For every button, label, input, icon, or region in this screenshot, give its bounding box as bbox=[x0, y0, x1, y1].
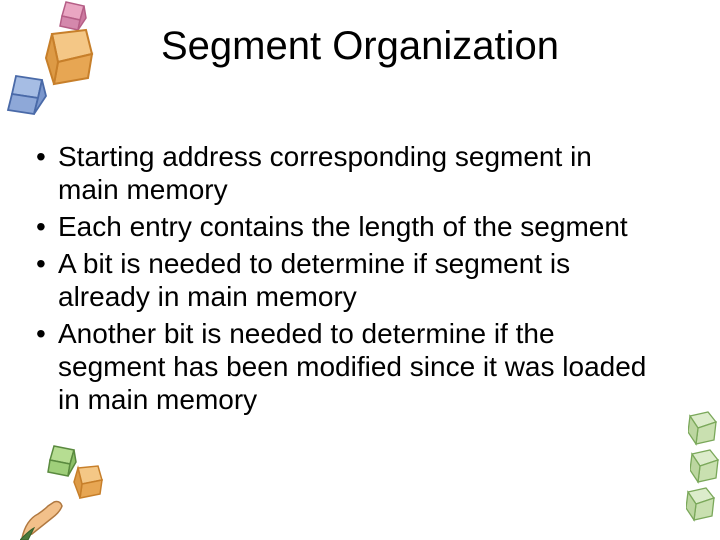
pale-cube-icon bbox=[690, 448, 720, 489]
hand-icon bbox=[20, 470, 90, 540]
pale-cube-icon bbox=[686, 486, 716, 527]
pale-cube-icon bbox=[688, 410, 718, 451]
list-item: Starting address corresponding segment i… bbox=[36, 140, 660, 206]
bullet-list: Starting address corresponding segment i… bbox=[36, 140, 660, 420]
list-item: Another bit is needed to determine if th… bbox=[36, 317, 660, 416]
slide: Segment Organization Starting address co… bbox=[0, 0, 720, 540]
page-title: Segment Organization bbox=[0, 24, 720, 69]
list-item: A bit is needed to determine if segment … bbox=[36, 247, 660, 313]
list-item: Each entry contains the length of the se… bbox=[36, 210, 660, 243]
blue-cube-icon bbox=[4, 72, 50, 123]
